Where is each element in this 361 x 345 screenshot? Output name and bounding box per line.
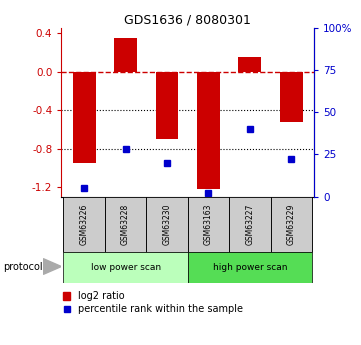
Text: protocol: protocol xyxy=(4,263,43,272)
Bar xyxy=(146,197,188,252)
Bar xyxy=(64,197,105,252)
Bar xyxy=(280,72,303,122)
Text: GSM63226: GSM63226 xyxy=(80,204,89,245)
Bar xyxy=(114,38,137,72)
Text: GSM63230: GSM63230 xyxy=(162,204,171,245)
Bar xyxy=(271,197,312,252)
Bar xyxy=(156,72,178,139)
Text: GSM63163: GSM63163 xyxy=(204,204,213,245)
Text: GSM63227: GSM63227 xyxy=(245,204,255,245)
Text: high power scan: high power scan xyxy=(213,263,287,272)
Bar xyxy=(197,72,220,189)
Text: low power scan: low power scan xyxy=(91,263,161,272)
Bar xyxy=(64,252,188,283)
Bar xyxy=(239,57,261,72)
Bar xyxy=(105,197,146,252)
Bar xyxy=(188,252,312,283)
Text: GSM63228: GSM63228 xyxy=(121,204,130,245)
Polygon shape xyxy=(43,259,61,274)
Bar xyxy=(188,197,229,252)
Legend: log2 ratio, percentile rank within the sample: log2 ratio, percentile rank within the s… xyxy=(62,291,243,314)
Text: GSM63229: GSM63229 xyxy=(287,204,296,245)
Bar xyxy=(229,197,271,252)
Title: GDS1636 / 8080301: GDS1636 / 8080301 xyxy=(124,13,251,27)
Bar xyxy=(73,72,96,163)
